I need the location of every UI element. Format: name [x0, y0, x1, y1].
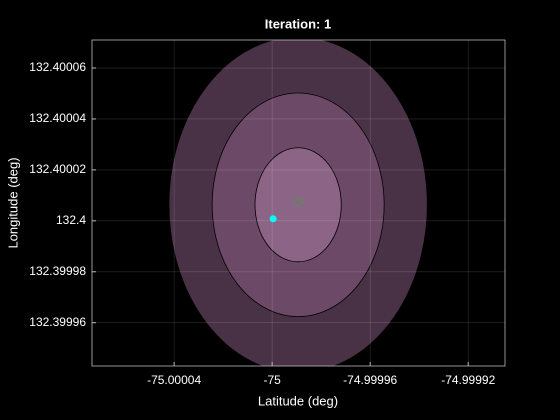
- y-axis-label: Longitude (deg): [5, 157, 20, 248]
- x-tick-label: -74.99996: [343, 373, 397, 387]
- x-axis-label: Latitude (deg): [258, 393, 338, 408]
- y-tick-label: 132.4: [56, 213, 86, 227]
- marker: [269, 215, 277, 223]
- marker-layer: [269, 197, 303, 223]
- x-tick-label: -75: [263, 373, 281, 387]
- y-tick-label: 132.39998: [29, 264, 86, 278]
- grid-layer: [92, 40, 505, 366]
- y-tick-label: 132.40006: [29, 60, 86, 74]
- marker: [293, 197, 303, 207]
- axes-box: [91, 39, 506, 367]
- x-tick-label: -74.99992: [441, 373, 495, 387]
- y-tick-label: 132.40004: [29, 111, 86, 125]
- y-tick-label: 132.40002: [29, 162, 86, 176]
- chart-title: Iteration: 1: [265, 16, 331, 31]
- confidence-ellipse: [254, 147, 342, 263]
- x-tick-label: -75.00004: [147, 373, 201, 387]
- ellipse-layer: [168, 40, 428, 366]
- y-tick-label: 132.39996: [29, 315, 86, 329]
